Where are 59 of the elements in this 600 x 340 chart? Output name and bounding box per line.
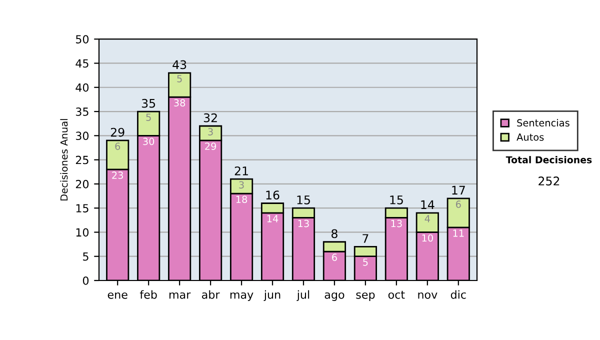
total-label: 32 — [204, 113, 217, 122]
data-label: 18 — [236, 196, 248, 204]
data-label: 23 — [112, 172, 123, 179]
y-tick-label: 50 — [76, 35, 89, 44]
data-label: 5 — [363, 258, 368, 266]
data-label: 6 — [115, 142, 120, 150]
y-tick-label: 5 — [83, 252, 88, 261]
total-label: 14 — [421, 200, 434, 210]
y-tick-label: 40 — [76, 83, 89, 92]
data-label: 11 — [453, 230, 464, 237]
total-label: 17 — [452, 186, 465, 195]
data-label: 13 — [298, 220, 309, 228]
data-label: 10 — [422, 234, 433, 242]
text: 252 — [538, 176, 560, 186]
y-axis-title: Decisiones Anual — [60, 119, 68, 200]
data-label: 5 — [177, 75, 182, 82]
data-label: 30 — [143, 138, 154, 146]
data-label: 6 — [456, 200, 461, 208]
data-label: 3 — [239, 181, 244, 189]
total-label: 35 — [142, 98, 156, 108]
text: Total Decisiones — [506, 156, 592, 164]
total-label: 15 — [390, 196, 403, 204]
total-label: 21 — [234, 166, 248, 176]
y-tick-label: 20 — [76, 180, 89, 188]
x-tick-label: may — [230, 292, 254, 301]
data-label: 13 — [391, 220, 402, 228]
x-tick-label: sep — [356, 292, 375, 301]
data-label: 14 — [267, 215, 278, 222]
y-tick-label: 35 — [76, 107, 88, 116]
data-label: 38 — [174, 99, 186, 106]
x-tick-label: jul — [296, 290, 310, 301]
data-label: 29 — [205, 142, 216, 150]
total-label: 15 — [297, 196, 310, 204]
total-label: 16 — [266, 190, 280, 200]
y-tick-label: 30 — [76, 132, 89, 140]
x-tick-label: nov — [418, 292, 438, 299]
y-tick-label: 10 — [76, 228, 89, 237]
x-tick-label: mar — [169, 292, 191, 299]
data-label: 5 — [146, 114, 151, 121]
x-tick-label: ago — [324, 292, 344, 301]
legend-label: Sentencias — [517, 118, 570, 127]
data-label: 6 — [332, 254, 337, 261]
total-label: 7 — [362, 234, 368, 243]
x-tick-label: jun — [264, 290, 280, 301]
x-tick-label: oct — [388, 290, 405, 299]
total-label: 8 — [332, 229, 338, 238]
y-tick-label: 0 — [82, 276, 89, 285]
x-tick-label: dic — [450, 290, 466, 299]
total-label: 29 — [110, 128, 124, 137]
x-tick-label: ene — [108, 292, 128, 299]
y-tick-label: 45 — [76, 59, 88, 68]
data-label: 4 — [424, 215, 430, 222]
data-label: 3 — [208, 128, 213, 136]
legend-label: Autos — [516, 134, 544, 141]
x-tick-label: feb — [140, 290, 157, 299]
total-label: 43 — [172, 60, 186, 70]
y-tick-label: 25 — [76, 156, 88, 164]
y-tick-label: 15 — [76, 204, 88, 212]
x-tick-label: abr — [202, 290, 220, 299]
